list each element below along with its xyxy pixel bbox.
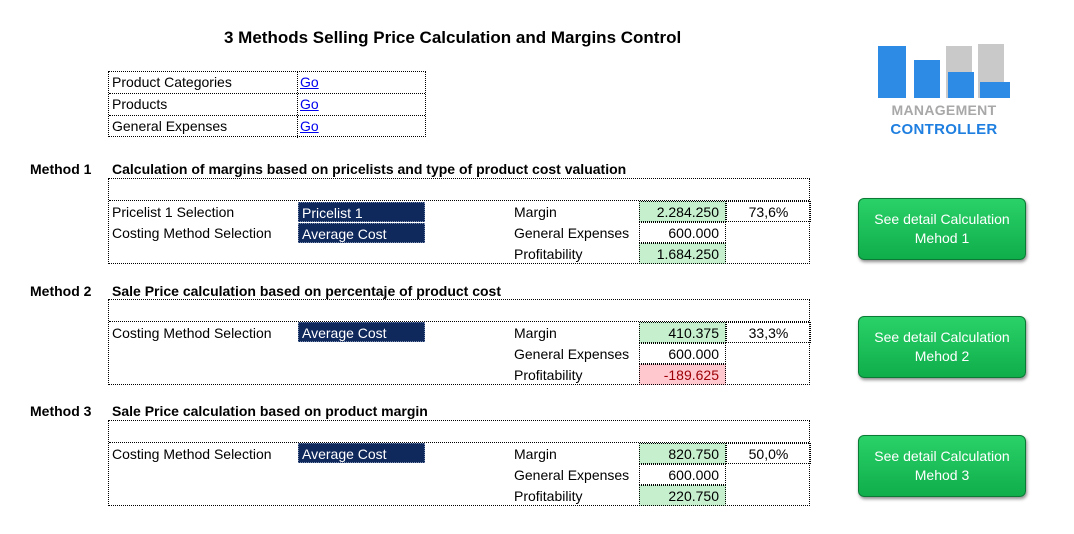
method-3-heading: Sale Price calculation based on product … (112, 403, 428, 419)
management-controller-logo: MANAGEMENT CONTROLLER (874, 44, 1014, 140)
method-1-label: Method 1 (30, 161, 92, 177)
nav-label: General Expenses (109, 116, 298, 138)
panel-spacer-row (109, 300, 809, 322)
general-expenses-label: General Expenses (514, 225, 630, 241)
costing-method-label: Costing Method Selection (112, 446, 272, 462)
margin-label: Margin (514, 446, 557, 462)
nav-label: Product Categories (109, 72, 298, 93)
bar-chart-logo-icon (878, 44, 1010, 98)
panel-spacer-row (109, 421, 809, 443)
button-text-line2: Mehod 2 (914, 348, 970, 364)
costing-method-select[interactable]: Average Cost (298, 223, 425, 243)
margin-label: Margin (514, 325, 557, 341)
profitability-label: Profitability (514, 246, 583, 262)
nav-row-products: Products Go (109, 94, 425, 116)
margin-value: 410.375 (639, 322, 726, 343)
method-3-panel: Costing Method Selection Average Cost Ma… (108, 420, 811, 506)
see-detail-method-3-button[interactable]: See detail Calculation Mehod 3 (858, 435, 1026, 497)
pricelist-select[interactable]: Pricelist 1 (298, 202, 425, 222)
navigation-table: Product Categories Go Products Go Genera… (108, 71, 426, 138)
margin-percentage: 50,0% (726, 443, 811, 464)
costing-method-select[interactable]: Average Cost (298, 322, 425, 342)
panel-spacer-row (109, 179, 809, 201)
button-text-line2: Mehod 1 (914, 230, 970, 246)
costing-method-label: Costing Method Selection (112, 225, 272, 241)
button-text-line1: See detail Calculation (874, 211, 1010, 227)
margin-percentage: 73,6% (726, 201, 811, 222)
go-link-general-expenses[interactable]: Go (300, 118, 319, 134)
button-text-line1: See detail Calculation (874, 329, 1010, 345)
profitability-value: -189.625 (639, 364, 726, 385)
general-expenses-value: 600.000 (639, 343, 726, 364)
logo-text-management: MANAGEMENT (891, 102, 997, 118)
method-2-heading: Sale Price calculation based on percenta… (112, 283, 501, 299)
margin-value: 2.284.250 (639, 201, 726, 222)
button-text-line1: See detail Calculation (874, 448, 1010, 464)
general-expenses-label: General Expenses (514, 346, 630, 362)
general-expenses-label: General Expenses (514, 467, 630, 483)
profitability-value: 1.684.250 (639, 243, 726, 264)
general-expenses-value: 600.000 (639, 464, 726, 485)
go-link-products[interactable]: Go (300, 96, 319, 112)
logo-text-controller: CONTROLLER (890, 121, 998, 138)
nav-row-general-expenses: General Expenses Go (109, 116, 425, 138)
costing-method-label: Costing Method Selection (112, 325, 272, 341)
see-detail-method-2-button[interactable]: See detail Calculation Mehod 2 (858, 316, 1026, 378)
general-expenses-value: 600.000 (639, 222, 726, 243)
nav-label: Products (109, 94, 298, 115)
pricelist-selection-label: Pricelist 1 Selection (112, 204, 235, 220)
costing-method-select[interactable]: Average Cost (298, 443, 425, 463)
button-text-line2: Mehod 3 (914, 467, 970, 483)
margin-percentage: 33,3% (726, 322, 811, 343)
see-detail-method-1-button[interactable]: See detail Calculation Mehod 1 (858, 198, 1026, 260)
profitability-value: 220.750 (639, 485, 726, 506)
nav-row-product-categories: Product Categories Go (109, 72, 425, 94)
method-1-panel: Pricelist 1 Selection Pricelist 1 Costin… (108, 178, 811, 264)
method-2-panel: Costing Method Selection Average Cost Ma… (108, 299, 811, 385)
method-2-label: Method 2 (30, 283, 92, 299)
margin-label: Margin (514, 204, 557, 220)
profitability-label: Profitability (514, 367, 583, 383)
margin-value: 820.750 (639, 443, 726, 464)
method-1-heading: Calculation of margins based on pricelis… (112, 161, 627, 177)
page-title: 3 Methods Selling Price Calculation and … (224, 28, 682, 47)
profitability-label: Profitability (514, 488, 583, 504)
method-3-label: Method 3 (30, 403, 92, 419)
go-link-product-categories[interactable]: Go (300, 74, 319, 90)
